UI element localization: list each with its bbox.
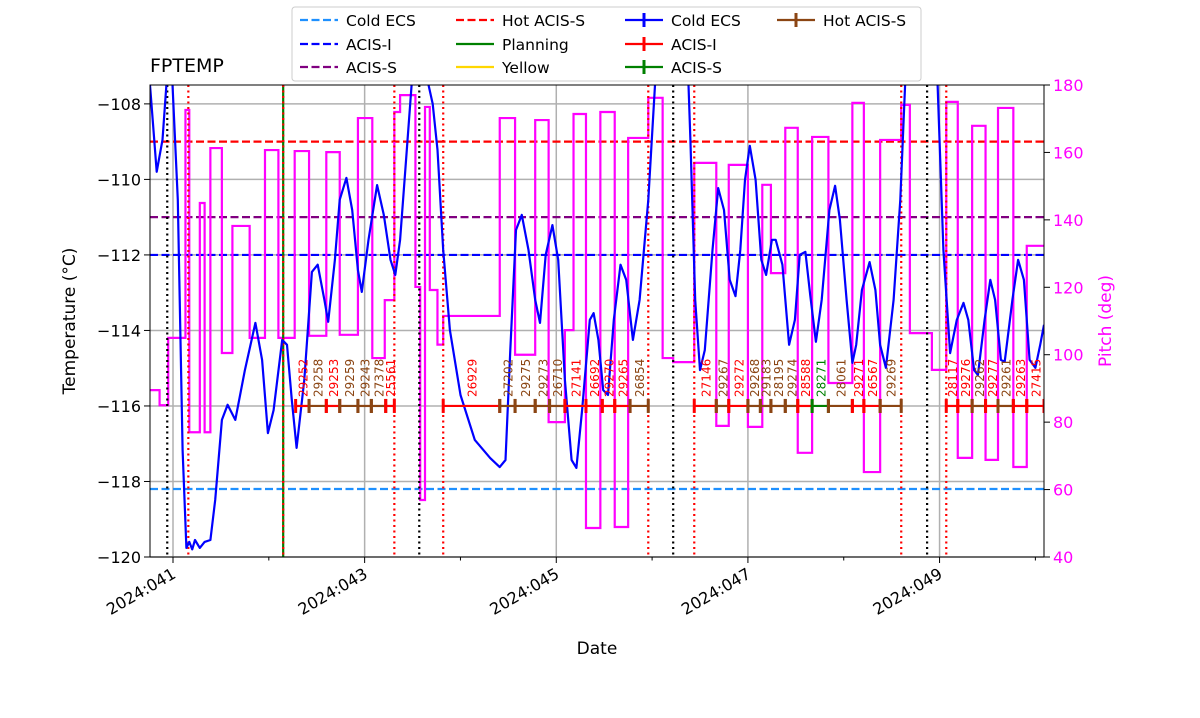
obsid-label: 27146: [699, 359, 713, 397]
axes-frame: [149, 84, 1045, 558]
y-axis-label: Temperature (°C): [60, 248, 80, 396]
obsid-label: 29265: [616, 359, 630, 397]
obsid-label: 28117: [946, 359, 960, 397]
legend-label: Hot ACIS-S: [502, 12, 585, 30]
y-tick-label: −120: [97, 548, 141, 567]
legend-label: Cold ECS: [671, 12, 741, 30]
y-tick-label: −108: [97, 95, 141, 114]
obsid-label: 25561: [384, 359, 398, 397]
obsid-label: 28271: [814, 359, 828, 397]
legend-label: Yellow: [501, 59, 550, 77]
obsid-label: 29274: [786, 359, 800, 397]
y2-tick-label: 60: [1053, 481, 1073, 500]
y-tick-label: −112: [97, 246, 141, 265]
obsid-label: 29270: [602, 359, 616, 397]
y2-tick-label: 40: [1053, 548, 1073, 567]
obsid-label: 27202: [501, 359, 515, 397]
obsid-label: 28195: [772, 359, 786, 397]
obsid-label: 29269: [885, 359, 899, 397]
x-axis-label: Date: [577, 639, 618, 659]
obsid-label: 29259: [343, 359, 357, 397]
x-tick-label: 2024:041: [103, 564, 179, 619]
obsid-label: 26854: [633, 359, 647, 397]
obsid-label: 29263: [1014, 359, 1028, 397]
obsid-label: 26567: [866, 359, 880, 397]
axes: −120 −118 −116 −114 −112 −110 −108 40 60 80 100 120…: [97, 76, 1084, 619]
obsid-label: 29273: [536, 359, 550, 397]
x-tick-label: 2024:043: [295, 564, 371, 619]
y2-tick-label: 140: [1053, 211, 1084, 230]
obsid-label: 29275: [519, 359, 533, 397]
obsid-label: 29243: [359, 359, 373, 397]
obsid-label: 28061: [834, 359, 848, 397]
legend-label: ACIS-S: [346, 59, 397, 77]
obsid-label: 29258: [312, 359, 326, 397]
y2-tick-label: 160: [1053, 143, 1084, 162]
obsid-label: 29261: [1000, 359, 1014, 397]
obsid-label: 29276: [959, 359, 973, 397]
obsid-label: 27141: [569, 359, 583, 397]
y-tick-label: −116: [97, 397, 141, 416]
legend-label: ACIS-S: [671, 59, 722, 77]
obsid-label: 26929: [465, 359, 479, 397]
legend-label: Planning: [502, 36, 569, 54]
obsid-label: 28588: [799, 359, 813, 397]
obsid-label: 29268: [748, 359, 762, 397]
y2-tick-label: 180: [1053, 76, 1084, 95]
legend-label: ACIS-I: [346, 36, 392, 54]
y-tick-label: −114: [97, 321, 141, 340]
legend: Cold ECS ACIS-I ACIS-S Hot ACIS-S Planning Ye…: [291, 6, 922, 82]
x-tick-label: 2024:049: [870, 564, 946, 619]
obsid-label: 27378: [373, 359, 387, 397]
y2-axis-label: Pitch (deg): [1096, 275, 1116, 367]
obsid-label: 29252: [296, 359, 310, 397]
legend-box: [291, 6, 922, 82]
obsid-label: 26692: [588, 359, 602, 397]
legend-label: Cold ECS: [346, 12, 416, 30]
y2-tick-label: 80: [1053, 413, 1073, 432]
temperature-line: [150, 85, 1044, 551]
y2-tick-label: 120: [1053, 278, 1084, 297]
x-tick-label: 2024:045: [486, 564, 562, 619]
obsid-label: 29183: [760, 359, 774, 397]
chart-title: FPTEMP: [150, 55, 224, 77]
obsid-label: 29262: [973, 359, 987, 397]
y-tick-label: −110: [97, 170, 141, 189]
obsid-label: 26710: [551, 359, 565, 397]
obsid-label: 29267: [717, 359, 731, 397]
y-tick-label: −118: [97, 472, 141, 491]
legend-label: Hot ACIS-S: [823, 12, 906, 30]
legend-label: ACIS-I: [671, 36, 717, 54]
obsid-label: 29277: [986, 359, 1000, 397]
y2-tick-label: 100: [1053, 346, 1084, 365]
obsid-label: 29253: [327, 359, 341, 397]
obsid-label: 29272: [732, 359, 746, 397]
obsid-label: 27415: [1029, 359, 1043, 397]
obsid-label: 29271: [852, 359, 866, 397]
x-tick-label: 2024:047: [678, 564, 754, 619]
